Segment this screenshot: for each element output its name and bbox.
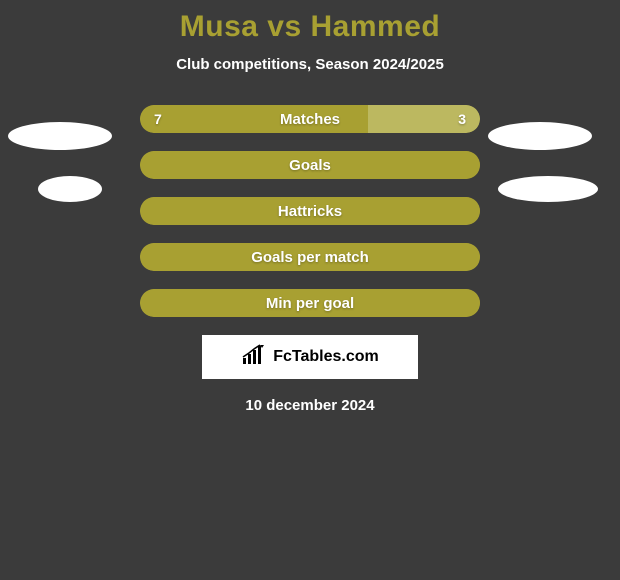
player-ellipse xyxy=(8,122,112,150)
stat-label: Hattricks xyxy=(140,197,480,225)
stat-row: Matches7 3 xyxy=(140,105,480,133)
stat-row: Goals per match xyxy=(140,243,480,271)
subtitle: Club competitions, Season 2024/2025 xyxy=(0,56,620,73)
stat-row: Min per goal xyxy=(140,289,480,317)
brand-text: FcTables.com xyxy=(273,348,379,366)
page-title: Musa vs Hammed xyxy=(0,0,620,44)
player-ellipse xyxy=(488,122,592,150)
brand-chart-icon xyxy=(241,344,269,371)
player-ellipse xyxy=(498,176,598,202)
brand-badge: FcTables.com xyxy=(202,335,418,379)
date-caption: 10 december 2024 xyxy=(0,397,620,414)
stat-label: Matches xyxy=(140,105,480,133)
stat-value-right: 3 xyxy=(458,105,466,133)
stat-label: Goals xyxy=(140,151,480,179)
player-ellipse xyxy=(38,176,102,202)
stat-row: Hattricks xyxy=(140,197,480,225)
stat-label: Min per goal xyxy=(140,289,480,317)
stat-value-left: 7 xyxy=(154,105,162,133)
stat-row: Goals xyxy=(140,151,480,179)
stat-label: Goals per match xyxy=(140,243,480,271)
